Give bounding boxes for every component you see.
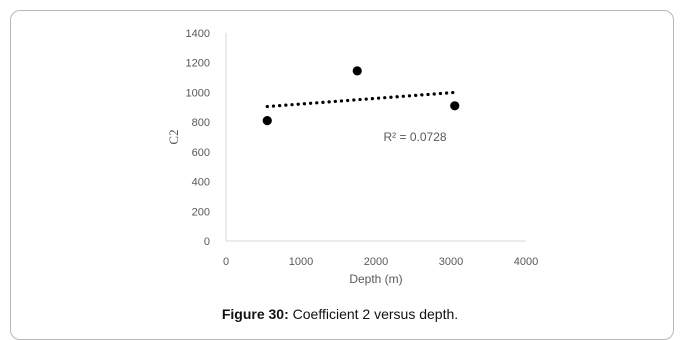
y-tick-label: 200 [192, 206, 210, 218]
data-point [450, 101, 460, 111]
data-points [262, 66, 460, 126]
trendline [265, 90, 457, 109]
x-tick-label: 1000 [289, 256, 313, 268]
y-tick-label: 1200 [186, 58, 210, 70]
y-tick-label: 800 [192, 117, 210, 129]
data-point [352, 66, 362, 76]
x-tick-labels: 0 1000 2000 3000 4000 [223, 256, 538, 268]
trendline-path [265, 90, 457, 109]
scatter-chart: 0 200 400 600 800 1000 1200 1400 0 1000 2000 3000 4… [166, 28, 538, 286]
figure-caption: Figure 30: Coefficient 2 versus depth. [0, 306, 680, 322]
x-tick-label: 3000 [439, 256, 463, 268]
y-tick-label: 600 [192, 147, 210, 159]
caption-label: Figure 30: [221, 306, 289, 322]
y-tick-label: 1000 [186, 87, 210, 99]
x-tick-label: 0 [223, 256, 229, 268]
caption-text: Coefficient 2 versus depth. [288, 306, 459, 322]
x-tick-label: 2000 [364, 256, 388, 268]
figure-frame [10, 10, 674, 340]
x-axis-title: Depth (m) [349, 272, 402, 286]
y-tick-label: 0 [204, 236, 210, 248]
y-tick-label: 400 [192, 177, 210, 189]
y-axis-title: C2 [166, 129, 181, 144]
y-tick-labels: 0 200 400 600 800 1000 1200 1400 [186, 28, 210, 248]
y-tick-label: 1400 [186, 28, 210, 40]
data-point [262, 116, 272, 126]
r-squared-annotation: R² = 0.0728 [384, 130, 447, 144]
x-tick-label: 4000 [514, 256, 538, 268]
